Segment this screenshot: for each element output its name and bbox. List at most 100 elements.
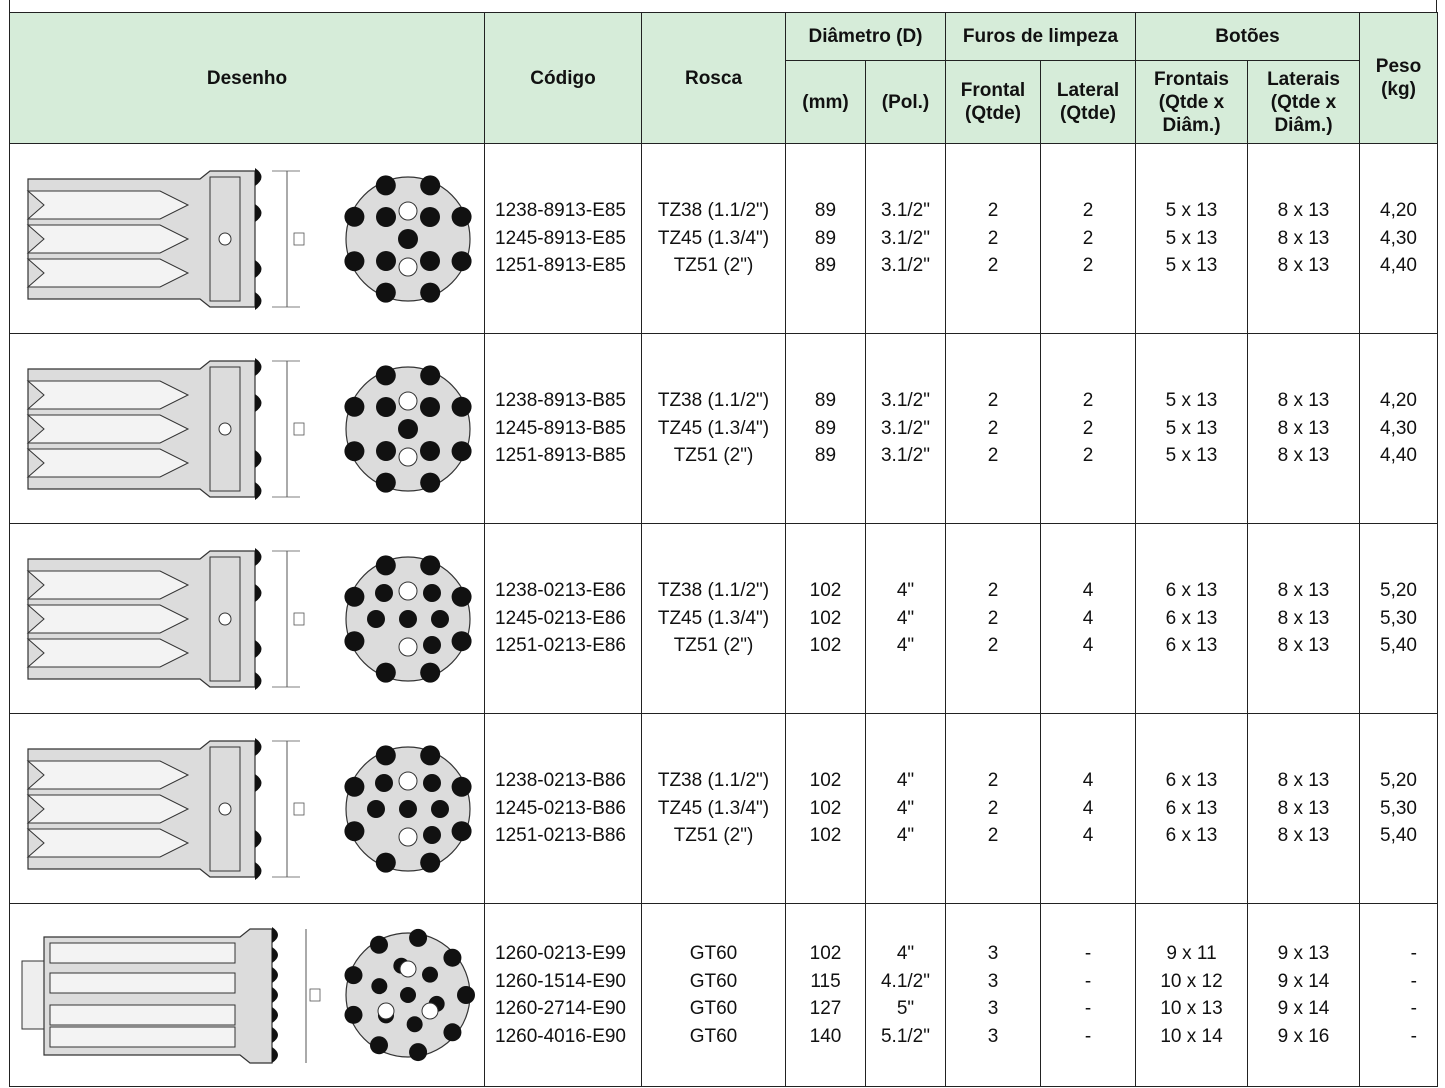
side-button (272, 967, 278, 983)
frontais-value: 10 x 14 (1160, 1025, 1223, 1047)
cell-laterais: 8 x 13 8 x 13 8 x 13 (1247, 333, 1360, 524)
gauge-button (420, 472, 441, 493)
front-button (400, 987, 416, 1003)
codigo-value: 1245-8913-E85 (495, 227, 626, 249)
bit-flute (26, 794, 190, 824)
cell-laterais: 9 x 13 9 x 14 9 x 14 9 x 16 (1247, 903, 1360, 1087)
table-row: 1238-8913-B85 1245-8913-B85 1251-8913-B85 T… (9, 333, 1438, 524)
cell-frontal: 2 2 2 (945, 333, 1041, 524)
pol-value: 3.1/2" (880, 417, 930, 439)
gauge-button (451, 821, 472, 842)
front-button (376, 441, 396, 461)
lateral-value: 2 (1082, 390, 1094, 412)
frontal-value: 2 (987, 445, 999, 467)
bit-flute (26, 380, 190, 410)
cell-codigo: 1238-8913-E85 1245-8913-E85 1251-8913-E85 (484, 143, 642, 334)
laterais-value: 8 x 13 (1277, 797, 1330, 819)
gauge-button (443, 1023, 462, 1042)
side-button (255, 260, 262, 278)
pol-value: 4" (896, 635, 915, 657)
pol-value: 4" (896, 825, 915, 847)
laterais-value: 8 x 13 (1277, 770, 1330, 792)
pol-value: 3.1/2" (880, 200, 930, 222)
gauge-button (451, 776, 472, 797)
mm-value: 115 (810, 970, 841, 992)
side-button (272, 987, 278, 1003)
rosca-value: TZ45 (1.3/4") (657, 417, 770, 439)
gauge-button (409, 928, 428, 947)
laterais-value: 8 x 13 (1277, 390, 1330, 412)
bit-flute (26, 414, 190, 444)
pol-value: 3.1/2" (880, 390, 930, 412)
peso-value: 5,40 (1380, 825, 1417, 847)
cell-codigo: 1238-0213-E86 1245-0213-E86 1251-0213-E86 (484, 523, 642, 714)
gauge-button (443, 948, 462, 967)
front-button (375, 774, 393, 792)
cell-laterais: 8 x 13 8 x 13 8 x 13 (1247, 523, 1360, 714)
bit-flute (26, 604, 190, 634)
header-frontais: Frontais (Qtde x Diâm.) (1135, 60, 1248, 144)
laterais-value: 8 x 13 (1277, 580, 1330, 602)
cell-peso: 5,20 5,30 5,40 (1359, 523, 1438, 714)
gauge-button (420, 282, 441, 303)
codigo-value: 1251-0213-B86 (495, 825, 626, 847)
codigo-value: 1251-8913-E85 (495, 255, 626, 277)
gauge-button (375, 555, 396, 576)
codigo-value: 1260-2714-E90 (495, 998, 626, 1019)
rosca-value: TZ38 (1.1/2") (657, 770, 770, 792)
frontal-value: 2 (987, 580, 999, 602)
laterais-value: 8 x 13 (1277, 607, 1330, 629)
side-button (272, 927, 278, 943)
laterais-value: 9 x 14 (1277, 998, 1330, 1019)
cell-lateral: 4 4 4 (1040, 713, 1136, 904)
peso-value: 5,40 (1380, 635, 1417, 657)
rosca-value: GT60 (689, 1025, 738, 1047)
side-button (255, 774, 262, 792)
cell-frontal: 3 3 3 3 (945, 903, 1041, 1087)
laterais-value: 8 x 13 (1277, 200, 1330, 222)
cell-frontal: 2 2 2 (945, 713, 1041, 904)
peso-value: 4,20 (1380, 200, 1417, 222)
pol-value: 4.1/2" (880, 970, 930, 992)
front-button (376, 251, 396, 271)
pol-value: 4" (896, 580, 915, 602)
codigo-value: 1238-0213-B86 (495, 770, 626, 792)
pol-value: 4" (896, 797, 915, 819)
rosca-value: GT60 (689, 943, 738, 964)
frontais-value: 5 x 13 (1165, 390, 1218, 412)
gauge-button (370, 935, 388, 954)
pol-value: 4" (896, 943, 915, 964)
side-button (255, 640, 262, 658)
bit-flute (49, 942, 236, 964)
side-button (255, 738, 262, 756)
flushing-hole (218, 802, 232, 816)
frontal-value: 2 (987, 390, 999, 412)
gauge-button (457, 986, 475, 1004)
front-flushing-hole (398, 637, 418, 657)
frontais-value: 10 x 13 (1160, 998, 1223, 1019)
lateral-value: 2 (1082, 227, 1094, 249)
frontais-value: 6 x 13 (1165, 770, 1218, 792)
front-flushing-hole (398, 447, 418, 467)
header-diametro: Diâmetro (D) (785, 12, 946, 61)
peso-value: 5,30 (1380, 797, 1417, 819)
front-button (423, 584, 441, 602)
bit-e85-drawing (9, 143, 485, 334)
rosca-value: TZ38 (1.1/2") (657, 200, 770, 222)
rosca-value: TZ45 (1.3/4") (657, 227, 770, 249)
mm-value: 140 (809, 1025, 842, 1047)
rosca-value: TZ38 (1.1/2") (657, 580, 770, 602)
laterais-value: 8 x 13 (1277, 227, 1330, 249)
frontal-value: 2 (987, 825, 999, 847)
gauge-button (451, 396, 472, 417)
rosca-value: GT60 (689, 998, 738, 1019)
mm-value: 89 (814, 227, 837, 249)
table-row: 1260-0213-E99 1260-1514-E90 1260-2714-E90 1… (9, 903, 1438, 1087)
dimension-box (293, 802, 305, 816)
gauge-button (375, 365, 396, 386)
frontais-value: 5 x 13 (1165, 200, 1218, 222)
mm-value: 102 (809, 635, 842, 657)
cell-pol: 3.1/2" 3.1/2" 3.1/2" (865, 143, 946, 334)
frontal-value: 2 (987, 797, 999, 819)
laterais-value: 9 x 16 (1277, 1025, 1330, 1047)
